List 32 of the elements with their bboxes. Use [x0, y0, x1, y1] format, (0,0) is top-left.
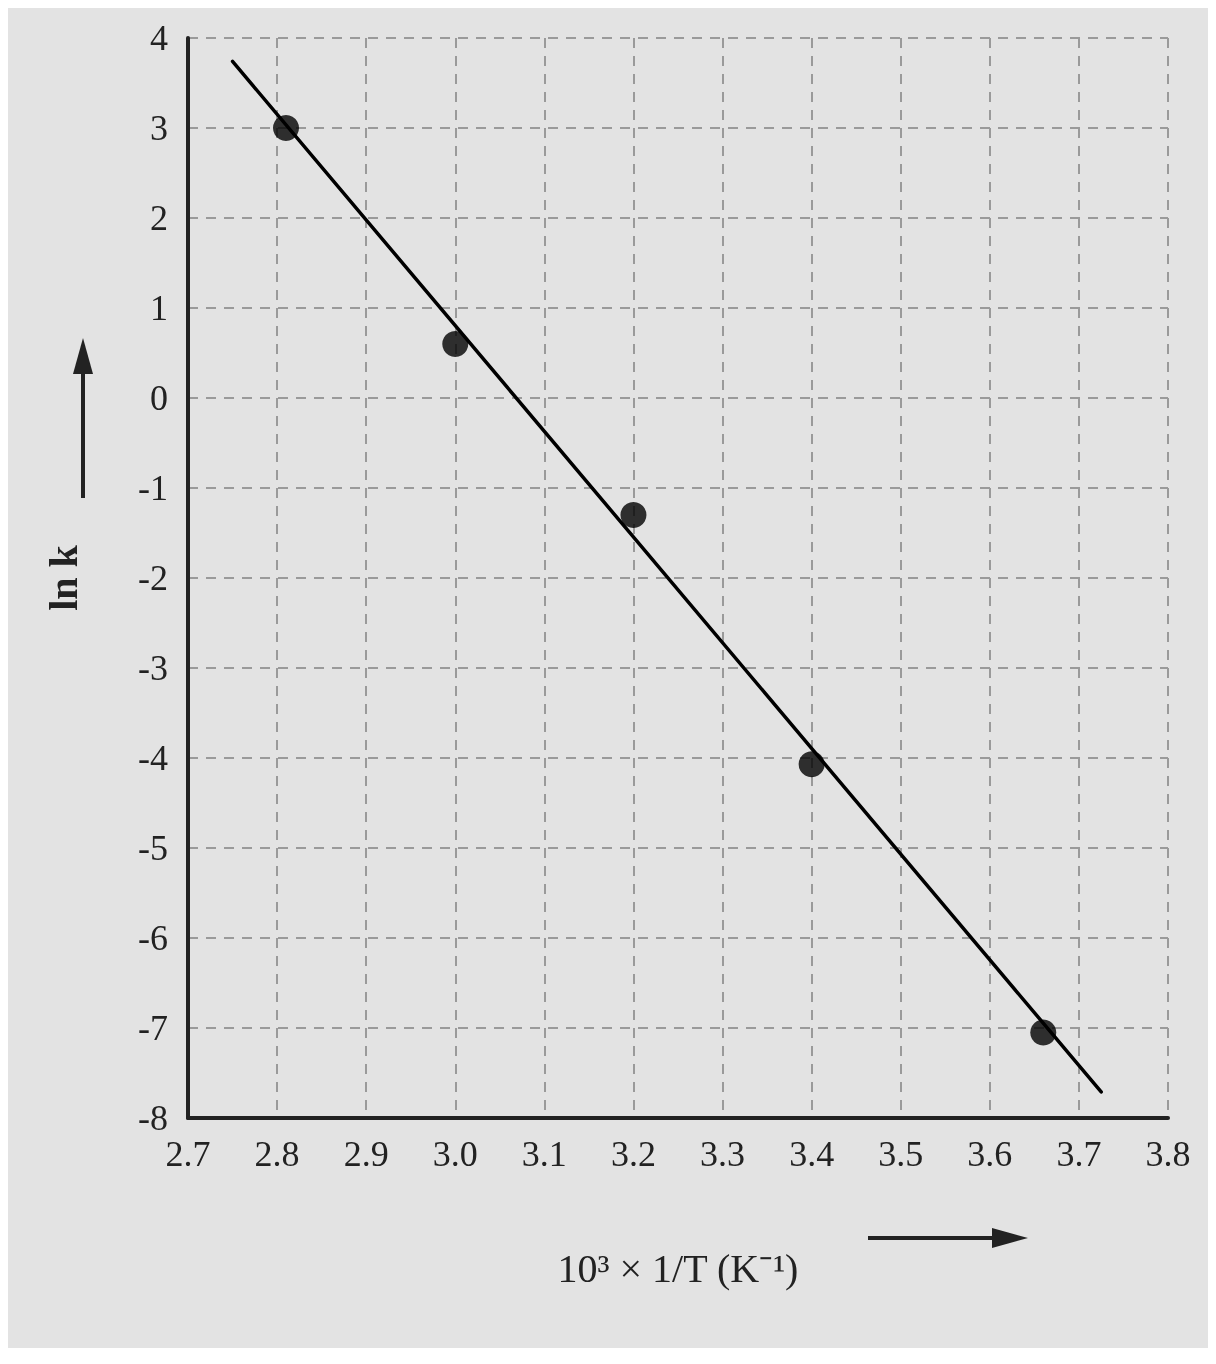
x-tick-label: 3.4	[789, 1134, 835, 1174]
y-tick-label: -8	[138, 1098, 168, 1138]
point	[1030, 1019, 1057, 1046]
point	[620, 502, 647, 528]
x-tick-label: 3.1	[521, 1134, 567, 1174]
y-tick-label: -2	[138, 558, 168, 598]
y-tick-label: 3	[150, 108, 168, 148]
y-tick-label: 2	[150, 198, 168, 238]
point	[273, 115, 299, 141]
point	[798, 751, 825, 778]
y-tick-label: -3	[138, 648, 168, 688]
y-tick-label: -5	[138, 828, 168, 868]
y-tick-label: -4	[138, 738, 168, 778]
point	[442, 331, 469, 357]
y-tick-label: 0	[150, 378, 168, 418]
x-tick-label: 3.2	[610, 1134, 656, 1174]
x-axis-title: 10³ × 1/T (K⁻¹)	[557, 1245, 799, 1291]
x-tick-label: 3.5	[878, 1134, 924, 1174]
x-tick-label: 3.0	[432, 1134, 478, 1174]
x-tick-label: 3.8	[1145, 1134, 1191, 1174]
y-tick-label: -1	[138, 468, 168, 508]
x-tick-label: 2.7	[165, 1134, 211, 1174]
y-tick-label: -7	[138, 1008, 168, 1048]
x-tick-label: 3.3	[700, 1134, 746, 1174]
x-tick-label: 3.6	[967, 1134, 1013, 1174]
y-tick-label: 4	[150, 18, 168, 58]
x-tick-label: 2.9	[343, 1134, 389, 1174]
x-tick-label: 2.8	[254, 1134, 300, 1174]
y-tick-label: 1	[150, 288, 168, 328]
y-tick-label: -6	[138, 918, 168, 958]
y-axis-title: ln k	[40, 544, 86, 611]
x-tick-label: 3.7	[1056, 1134, 1102, 1174]
